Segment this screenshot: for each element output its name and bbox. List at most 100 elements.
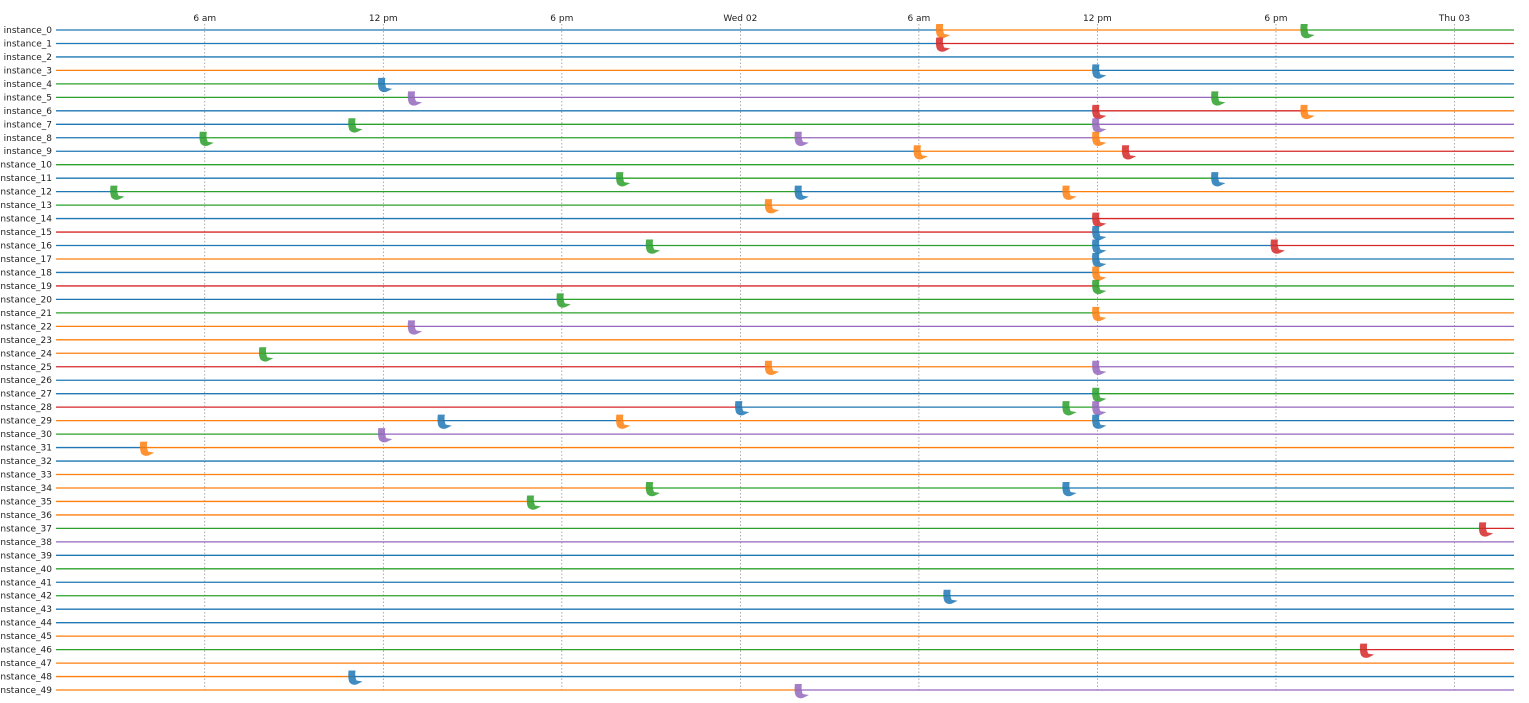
transition-marker [1092, 266, 1107, 281]
transition-marker [1092, 239, 1107, 254]
transition-marker [348, 670, 363, 685]
row-label: instance_9 [4, 147, 53, 157]
timeline-row: instance_40 [0, 565, 1514, 575]
transition-marker [764, 199, 780, 214]
transition-marker [645, 239, 661, 254]
timeline-row: instance_13 [0, 199, 1514, 214]
timeline-row: instance_29 [0, 414, 1514, 429]
timeline-row: instance_0 [4, 24, 1514, 39]
row-label: instance_0 [4, 26, 53, 36]
timeline-row: instance_3 [4, 64, 1514, 79]
transition-marker [1211, 91, 1226, 106]
x-tick-label: 6 am [907, 14, 930, 24]
row-label: instance_4 [4, 80, 53, 90]
timeline-row: instance_33 [0, 471, 1514, 481]
transition-marker [794, 131, 809, 147]
timeline-row: instance_32 [0, 457, 1514, 467]
row-label: instance_7 [4, 120, 52, 130]
transition-marker [1062, 185, 1077, 200]
row-label: instance_15 [0, 228, 52, 238]
timeline-row: instance_25 [0, 360, 1514, 376]
transition-marker [1092, 414, 1107, 429]
row-label: instance_36 [0, 511, 52, 521]
transition-marker [935, 37, 951, 52]
timeline-row: instance_19 [0, 279, 1514, 295]
transition-marker [1092, 360, 1107, 376]
timeline-row: instance_45 [0, 632, 1514, 642]
row-label: instance_37 [0, 524, 52, 534]
row-label: instance_22 [0, 322, 52, 332]
transition-marker [407, 320, 423, 335]
timeline-row: instance_30 [0, 428, 1514, 443]
row-label: instance_41 [0, 578, 52, 588]
timeline-row: instance_4 [4, 77, 1514, 93]
transition-marker [943, 589, 958, 605]
timeline-row: instance_2 [4, 53, 1514, 63]
row-label: instance_25 [0, 363, 52, 373]
transition-marker [794, 684, 809, 699]
row-label: instance_24 [0, 349, 52, 359]
row-label: instance_43 [0, 605, 52, 615]
timeline-row: instance_42 [0, 589, 1514, 605]
timeline-row: instance_26 [0, 376, 1514, 386]
transition-marker [1300, 24, 1315, 39]
row-label: instance_27 [0, 390, 52, 400]
transition-marker [110, 185, 125, 200]
row-label: instance_28 [0, 403, 52, 413]
timeline-row: instance_38 [0, 538, 1514, 548]
timeline-row: instance_31 [0, 441, 1514, 456]
transition-marker [794, 185, 809, 200]
row-label: instance_17 [0, 255, 52, 265]
timeline-row: instance_27 [0, 387, 1514, 402]
transition-marker [1092, 131, 1107, 147]
transition-marker [764, 360, 780, 376]
transition-marker [258, 347, 274, 362]
timeline-row: instance_35 [0, 495, 1514, 510]
row-label: instance_5 [4, 93, 52, 103]
transition-marker [1300, 104, 1315, 120]
transition-marker [556, 293, 571, 308]
x-tick-label: 12 pm [369, 14, 398, 24]
timeline-row: instance_37 [0, 522, 1514, 537]
timeline-row: instance_17 [0, 252, 1514, 268]
transition-marker [1092, 252, 1107, 268]
row-label: instance_6 [4, 107, 53, 117]
transition-marker [1092, 306, 1107, 322]
timeline-row: instance_41 [0, 578, 1514, 588]
transition-marker [616, 172, 631, 187]
timeline-row: instance_12 [0, 185, 1514, 200]
row-label: instance_12 [0, 188, 52, 198]
timeline-row: instance_44 [0, 619, 1514, 629]
transition-marker [1092, 104, 1107, 120]
row-label: instance_44 [0, 619, 52, 629]
timeline-row: instance_7 [4, 118, 1514, 133]
timeline-row: instance_36 [0, 511, 1514, 521]
row-label: instance_13 [0, 201, 52, 211]
x-tick-label: 12 pm [1083, 14, 1112, 24]
transition-marker [1092, 387, 1107, 402]
transition-marker [1092, 279, 1107, 295]
transition-marker [1062, 481, 1077, 497]
row-label: instance_8 [4, 134, 53, 144]
row-label: instance_33 [0, 471, 52, 481]
transition-marker [1092, 401, 1107, 416]
row-label: instance_34 [0, 484, 52, 494]
timeline-row: instance_48 [0, 670, 1514, 685]
x-tick-label: 6 am [193, 14, 216, 24]
timeline-row: instance_24 [0, 347, 1514, 362]
transition-marker [407, 91, 423, 106]
row-label: instance_31 [0, 444, 52, 454]
transition-marker [1092, 64, 1107, 79]
transition-marker [1359, 643, 1375, 658]
row-label: instance_46 [0, 646, 52, 656]
timeline-row: instance_15 [0, 226, 1514, 241]
x-axis-ticks: 6 am 12 pm 6 pm Wed 02 6 am 12 pm 6 pm Thu 03 [193, 14, 1470, 24]
transition-marker [377, 77, 393, 93]
timeline-row: instance_21 [0, 306, 1514, 322]
transition-marker [1092, 118, 1107, 133]
transition-marker [1092, 226, 1107, 241]
timeline-row: instance_9 [4, 145, 1514, 160]
transition-marker [1062, 401, 1077, 416]
transition-marker [735, 401, 750, 416]
row-label: instance_38 [0, 538, 52, 548]
